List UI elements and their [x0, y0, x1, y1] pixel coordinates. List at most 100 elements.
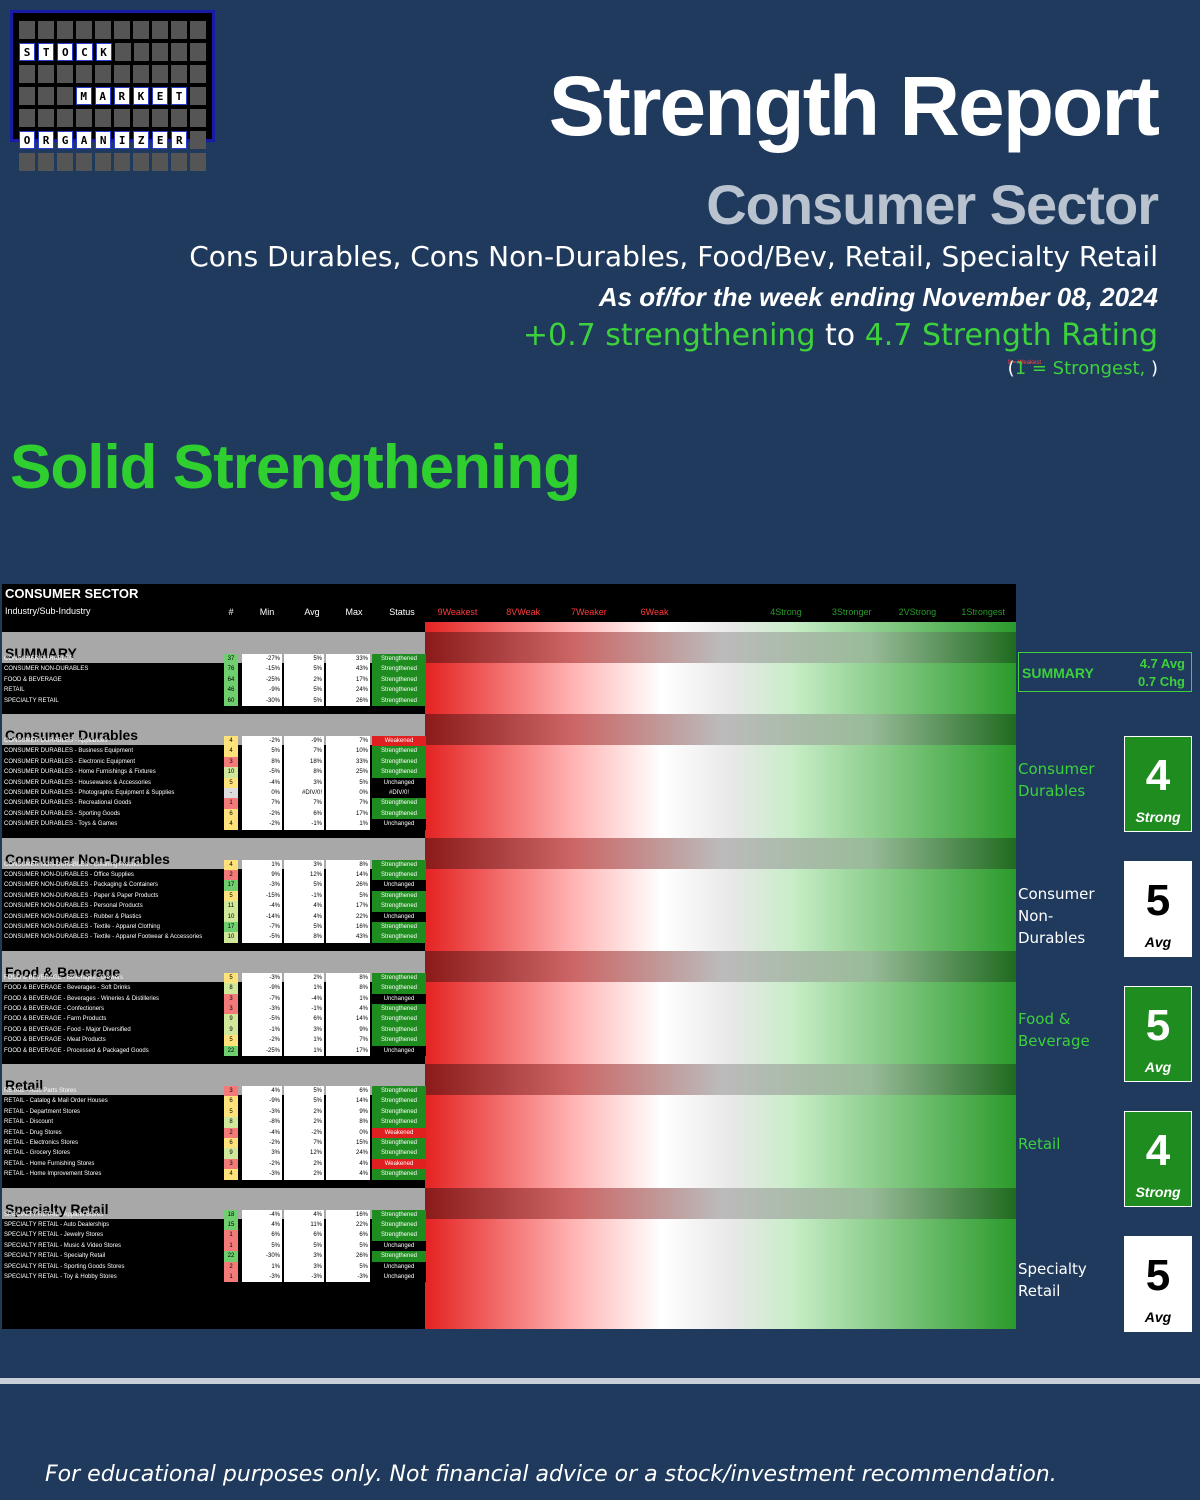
industry-name: CONSUMER DURABLES - Electronic Equipment [4, 758, 136, 765]
status-badge: Strengthened [372, 808, 426, 820]
logo-letter [114, 21, 130, 39]
member-count: 5 [224, 1106, 238, 1118]
member-count: 8 [224, 1117, 238, 1128]
rating-value: 4 [1145, 751, 1171, 800]
logo-letter [152, 21, 168, 39]
industry-name: FOOD & BEVERAGE - Confectioners [4, 1006, 105, 1012]
strength-change: +0.7 strengthening to 4.7 Strength Ratin… [522, 318, 1158, 353]
level-header: 6Weak [640, 607, 669, 617]
status-badge: Unchanged [372, 1272, 426, 1283]
industry-name: CONSUMER DURABLES - Recreational Goods [4, 800, 132, 807]
section-header: Consumer Non-Durables [2, 837, 1016, 869]
industry-name: CONSUMER NON-DURABLES - Textile - Appare… [4, 934, 203, 941]
member-count: 76 [224, 664, 238, 675]
group-name: Consumer Durables [1018, 760, 1095, 800]
logo-letter: N [95, 131, 112, 149]
industry-name: FOOD & BEVERAGE - Beverages - Soft Drink… [4, 985, 131, 992]
avg-value: 12% [284, 870, 324, 881]
max-value: 7% [326, 798, 370, 809]
max-value: 7% [326, 736, 370, 747]
logo-letter: S [19, 43, 36, 61]
min-value: 1% [242, 859, 282, 870]
industry-name: SPECIALTY RETAIL - Toy & Hobby Stores [4, 1274, 117, 1280]
logo-letter [38, 65, 54, 83]
max-value: 9% [326, 1024, 370, 1036]
logo-letter [152, 109, 168, 127]
min-value: -25% [242, 1045, 282, 1056]
industry-name: CONSUMER DURABLES [4, 656, 74, 662]
footer-divider [0, 1378, 1200, 1384]
avg-value: 5% [284, 1096, 324, 1107]
status-badge: Strengthened [372, 1148, 426, 1159]
industry-name: RETAIL - Discount [4, 1119, 54, 1126]
industry-name: CONSUMER DURABLES - Sporting Goods [4, 810, 121, 817]
logo-letter: I [114, 131, 131, 149]
max-value: 10% [326, 746, 370, 757]
min-value: -3% [242, 1169, 282, 1180]
avg-value: 3% [284, 1024, 324, 1036]
industry-name: FOOD & BEVERAGE - Beverages - Wineries &… [4, 995, 160, 1002]
min-value: -9% [242, 983, 282, 994]
member-count: 9 [224, 1024, 238, 1036]
level-header: 1Strongest [961, 607, 1005, 617]
logo-letter [190, 109, 206, 127]
avg-value: 5% [284, 685, 324, 696]
max-value: 22% [326, 1220, 370, 1231]
logo-letter [76, 109, 92, 127]
level-header: 4Strong [770, 607, 802, 617]
logo-row [19, 109, 206, 128]
member-count: 4 [224, 746, 238, 757]
logo-letter [19, 65, 35, 83]
max-value: 26% [326, 695, 370, 706]
table-row: CONSUMER DURABLES - Home Furnishings & F… [2, 767, 1016, 778]
max-value: 26% [326, 1251, 370, 1262]
industry-name: RETAIL [4, 687, 25, 694]
max-value: 17% [326, 901, 370, 912]
max-value: 15% [326, 1138, 370, 1149]
industry-name: CONSUMER NON-DURABLES - Office Supplies [4, 872, 134, 878]
table-row: RETAIL - Catalog & Mail Order Houses 6 -9%… [2, 1096, 1016, 1107]
table-row: FOOD & BEVERAGE 64 -25% 2% 17% Strengthened [2, 674, 1016, 686]
status-badge: Strengthened [372, 922, 426, 933]
section-title: SUMMARY [5, 645, 77, 661]
min-value: 6% [242, 1230, 282, 1241]
logo-letter [76, 21, 92, 39]
member-count: 5 [224, 777, 238, 788]
section-header: Specialty Retail [2, 1187, 1016, 1219]
avg-value: 2% [284, 1106, 324, 1118]
status-badge: Strengthened [372, 972, 426, 984]
logo-letter: K [95, 43, 112, 61]
status-badge: Strengthened [372, 746, 426, 757]
avg-value: 18% [284, 756, 324, 768]
min-value: -7% [242, 922, 282, 933]
max-value: 9% [326, 1106, 370, 1118]
min-value: -30% [242, 1251, 282, 1262]
avg-value: 5% [284, 1240, 324, 1252]
max-value: 8% [326, 859, 370, 870]
min-value: -4% [242, 901, 282, 912]
industry-name: RETAIL - Home Furnishing Stores [4, 1160, 95, 1167]
min-value: -7% [242, 993, 282, 1004]
table-row: SPECIALTY RETAIL - Specialty Retail 22 -30… [2, 1251, 1016, 1262]
avg-value: #DIV/0! [284, 788, 324, 799]
industry-name: RETAIL - Drug Stores [4, 1129, 62, 1136]
status-badge: Strengthened [372, 1117, 426, 1128]
logo-row [19, 153, 206, 172]
industry-name: CONSUMER DURABLES - Appliances [4, 738, 108, 744]
logo-letter [114, 65, 130, 83]
avg-value: 6% [284, 1014, 324, 1025]
min-value: -2% [242, 736, 282, 747]
max-value: 24% [326, 685, 370, 696]
rating-badge: 4 Strong [1124, 1111, 1192, 1207]
max-value: 24% [326, 1148, 370, 1159]
level-header: 5Avg [710, 607, 731, 617]
logo-letter [38, 21, 54, 39]
industry-name: CONSUMER DURABLES - Business Equipment [4, 748, 134, 755]
logo-letter: E [152, 131, 169, 149]
min-value: 4% [242, 1086, 282, 1097]
member-count: 9 [224, 1014, 238, 1025]
status-badge: Unchanged [372, 880, 426, 891]
max-value: 25% [326, 767, 370, 778]
column-header: Status [389, 607, 415, 617]
